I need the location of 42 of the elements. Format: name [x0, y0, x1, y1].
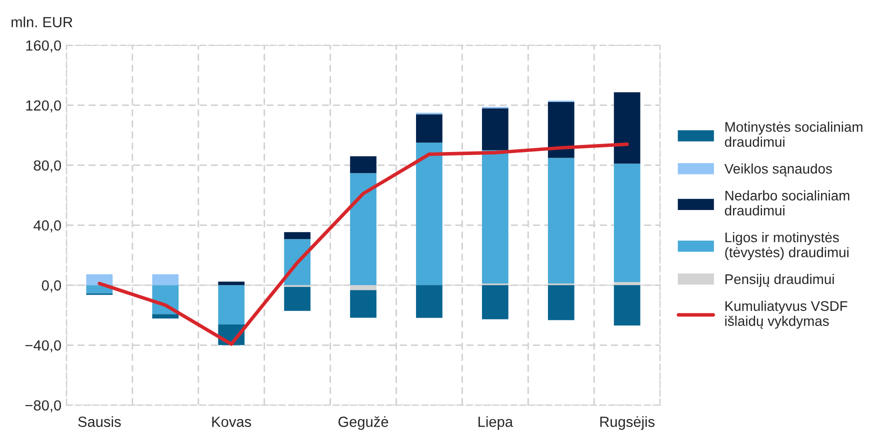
y-tick-label: 160,0 [26, 40, 62, 52]
x-tick-label: Sausis [78, 416, 121, 427]
y-tick-label: −40,0 [25, 340, 62, 352]
bar [548, 285, 574, 320]
y-tick-label: 40,0 [34, 220, 62, 232]
bar [482, 285, 508, 320]
bar [350, 173, 376, 286]
bar [284, 232, 310, 240]
legend-label: Veiklos sąnaudos [724, 163, 832, 176]
bar [416, 142, 442, 286]
bar [218, 282, 245, 286]
bar [152, 274, 179, 286]
bar [416, 285, 442, 318]
bar [482, 108, 508, 150]
x-tick-label: Kovas [212, 416, 252, 427]
legend-label: Motinystės socialiniam draudimui [724, 122, 862, 147]
y-tick-label: 0,0 [42, 280, 62, 292]
bar [218, 285, 245, 324]
bar [86, 274, 113, 286]
legend-label: Nedarbo socialiniam draudimui [724, 190, 850, 216]
bar [416, 114, 442, 143]
x-tick-label: Gegužė [338, 416, 388, 430]
legend-label: Ligos ir motinystės (tėvystės) draudimui [725, 232, 848, 260]
y-tick-label: −80,0 [25, 400, 62, 412]
bar [350, 290, 376, 318]
legend-label: Pensijų draudimui [725, 274, 834, 287]
bar [152, 314, 179, 318]
bar [548, 102, 574, 158]
bar [614, 164, 640, 282]
bar [614, 92, 640, 164]
x-tick-label: Liepa [478, 416, 514, 430]
x-tick-label: Rugsėjis [600, 416, 655, 430]
y-tick-label: 120,0 [26, 100, 62, 112]
y-tick-label: 80,0 [34, 160, 62, 172]
bar [350, 156, 376, 174]
line-series [98, 142, 629, 346]
bar [614, 285, 640, 326]
y-axis-title: mln. EUR [12, 16, 72, 28]
legend-label: Kumuliatyvus VSDF išlaidų vykdymas [725, 300, 848, 329]
bar [548, 158, 574, 284]
bar [284, 286, 310, 311]
bar [482, 150, 508, 284]
